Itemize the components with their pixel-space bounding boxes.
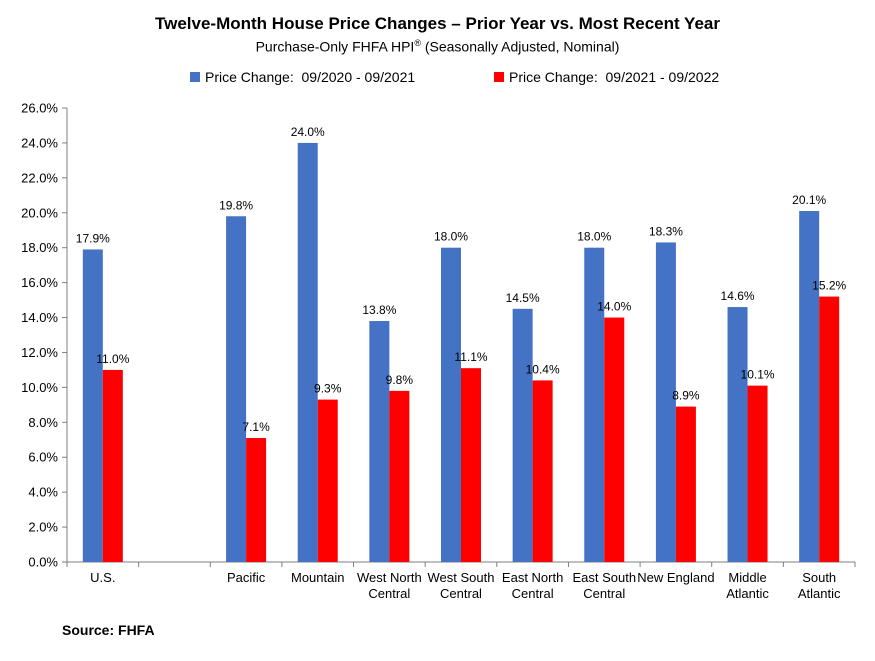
bar-series-2 <box>102 369 123 562</box>
bar-series-1 <box>441 247 461 562</box>
y-tick-label: 26.0% <box>21 101 58 116</box>
x-category-label: Central <box>583 586 625 601</box>
y-tick-label: 2.0% <box>28 520 58 535</box>
legend-swatch-series-2 <box>494 72 504 82</box>
bar-series-2 <box>819 296 840 562</box>
data-label-series-2: 10.4% <box>526 362 560 376</box>
subtitle-text: Purchase-Only FHFA HPI <box>255 38 415 55</box>
data-label-series-1: 24.0% <box>291 125 325 139</box>
x-category-label: Middle <box>728 570 766 585</box>
x-category-label: Pacific <box>227 570 266 585</box>
x-category-label: Mountain <box>291 570 344 585</box>
bar-series-2 <box>675 406 696 562</box>
x-category-label: Central <box>368 586 410 601</box>
x-category-label: Atlantic <box>726 586 769 601</box>
y-tick-label: 18.0% <box>21 240 58 255</box>
bar-series-1 <box>369 321 390 562</box>
source-note: Source: FHFA <box>62 622 155 638</box>
x-category-label: East North <box>502 570 563 585</box>
y-tick-label: 12.0% <box>21 345 58 360</box>
x-category-label: South <box>802 570 836 585</box>
y-tick-label: 8.0% <box>28 415 58 430</box>
y-tick-label: 10.0% <box>21 380 58 395</box>
data-label-series-2: 8.9% <box>672 389 700 403</box>
y-tick-label: 4.0% <box>28 485 58 500</box>
bar-series-1 <box>799 211 820 562</box>
data-label-series-1: 18.0% <box>434 230 468 244</box>
bar-series-2 <box>461 368 481 562</box>
data-label-series-1: 20.1% <box>792 193 826 207</box>
bar-series-2 <box>246 438 267 562</box>
data-label-series-2: 9.8% <box>386 373 414 387</box>
subtitle-suffix: (Seasonally Adjusted, Nominal) <box>420 38 620 55</box>
data-label-series-2: 9.3% <box>314 382 342 396</box>
y-tick-label: 24.0% <box>21 135 58 150</box>
x-category-label: Central <box>440 586 482 601</box>
bar-series-2 <box>389 390 410 562</box>
x-category-label: West North <box>357 570 422 585</box>
data-label-series-2: 11.1% <box>454 350 487 364</box>
legend-label-series-2: Price Change: 09/2021 - 09/2022 <box>509 69 720 85</box>
data-label-series-1: 14.6% <box>721 289 755 303</box>
y-tick-label: 16.0% <box>21 275 58 290</box>
bar-series-2 <box>317 399 338 562</box>
x-category-label: U.S. <box>90 570 115 585</box>
bar-series-1 <box>727 307 748 562</box>
data-label-series-2: 7.1% <box>242 420 270 434</box>
data-label-series-1: 18.0% <box>577 230 611 244</box>
x-category-label: West South <box>428 570 495 585</box>
bar-series-1 <box>297 142 318 562</box>
x-category-label: East South <box>572 570 636 585</box>
y-tick-label: 20.0% <box>21 205 58 220</box>
x-category-label: Central <box>512 586 554 601</box>
chart-title: Twelve-Month House Price Changes – Prior… <box>155 14 720 33</box>
chart-subtitle: Purchase-Only FHFA HPI® (Seasonally Adju… <box>0 38 875 55</box>
bar-series-2 <box>747 385 768 562</box>
data-label-series-1: 14.5% <box>506 291 540 305</box>
bar-series-1 <box>82 249 103 562</box>
legend-item-series-1: Price Change: 09/2020 - 09/2021 <box>190 69 415 85</box>
bar-series-1 <box>584 247 605 562</box>
data-label-series-2: 15.2% <box>812 279 846 293</box>
bar-series-2 <box>532 380 553 562</box>
data-label-series-2: 11.0% <box>96 352 129 366</box>
y-tick-label: 14.0% <box>21 310 58 325</box>
data-label-series-1: 17.9% <box>76 231 110 245</box>
data-label-series-1: 13.8% <box>362 303 396 317</box>
bar-series-1 <box>226 216 247 562</box>
registered-mark: ® <box>414 38 421 48</box>
legend-item-series-2: Price Change: 09/2021 - 09/2022 <box>494 69 719 85</box>
bar-series-2 <box>604 317 625 562</box>
bar-series-1 <box>655 242 676 562</box>
data-label-series-2: 10.1% <box>741 368 775 382</box>
y-tick-label: 6.0% <box>28 450 58 465</box>
y-tick-label: 0.0% <box>28 555 58 570</box>
data-label-series-1: 19.8% <box>219 198 253 212</box>
bar-series-1 <box>512 308 533 562</box>
x-category-label: Atlantic <box>798 586 841 601</box>
data-label-series-2: 14.0% <box>597 300 631 314</box>
legend-label-series-1: Price Change: 09/2020 - 09/2021 <box>205 69 416 85</box>
x-category-label: New England <box>637 570 714 585</box>
legend-swatch-series-1 <box>190 72 200 82</box>
y-tick-label: 22.0% <box>21 170 58 185</box>
data-label-series-1: 18.3% <box>649 224 683 238</box>
